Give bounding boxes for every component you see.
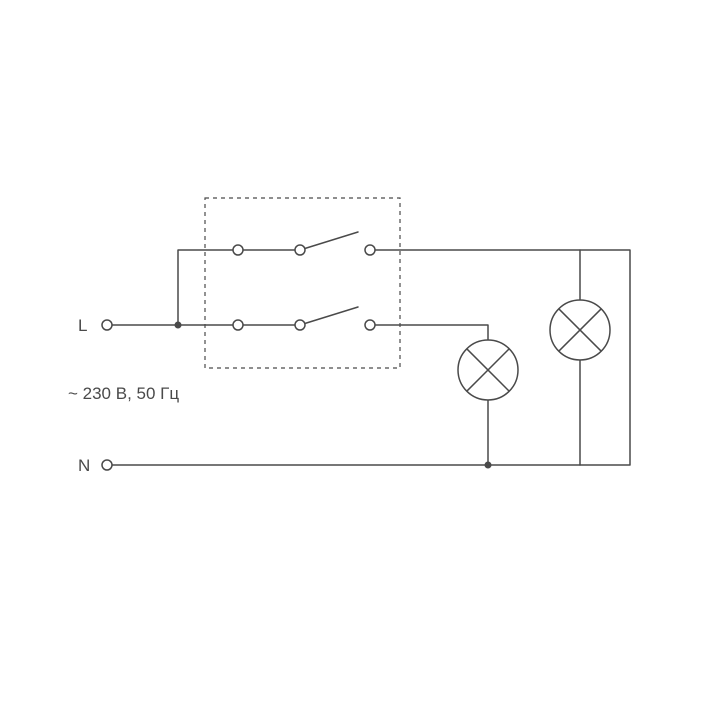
label-supply: ~ 230 В, 50 Гц [68,384,179,403]
switch-0-pivot [295,245,305,255]
terminal-N [102,460,112,470]
switch-0-in [233,245,243,255]
label-L: L [78,316,87,335]
switch-0 [300,232,358,250]
wire-4 [375,325,488,340]
switch-1-pivot [295,320,305,330]
terminal-L [102,320,112,330]
switch-1-out [365,320,375,330]
label-N: N [78,456,90,475]
switch-1 [300,307,358,325]
junction-1 [485,462,492,469]
switch-1-in [233,320,243,330]
junction-0 [175,322,182,329]
switch-0-out [365,245,375,255]
lamp-0 [458,340,518,400]
wiring-diagram: L N ~ 230 В, 50 Гц [0,0,720,720]
switch-enclosure [205,198,400,368]
lamp-1 [550,300,610,360]
